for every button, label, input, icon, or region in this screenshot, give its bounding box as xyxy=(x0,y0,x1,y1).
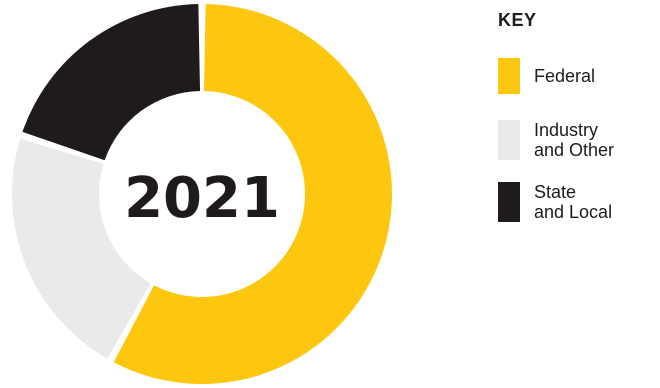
legend-item-state-and-local: State and Local xyxy=(498,182,612,222)
legend-swatch-industry-and-other xyxy=(498,120,520,160)
legend-title: KEY xyxy=(498,10,537,30)
legend-swatch-state-and-local xyxy=(498,182,520,222)
legend-swatch-federal xyxy=(498,58,520,94)
legend-label-industry-and-other: Industry and Other xyxy=(534,120,615,160)
center-year-label: 2021 xyxy=(124,166,280,231)
legend-label-federal: Federal xyxy=(534,66,596,86)
donut-slices xyxy=(11,4,392,385)
slice-state-and-local xyxy=(22,4,201,161)
legend-label-state-and-local: State and Local xyxy=(534,182,613,222)
slice-federal xyxy=(113,4,392,385)
legend-item-industry-and-other: Industry and Other xyxy=(498,120,614,160)
slice-industry-and-other xyxy=(11,138,151,359)
legend-item-federal: Federal xyxy=(498,58,595,94)
